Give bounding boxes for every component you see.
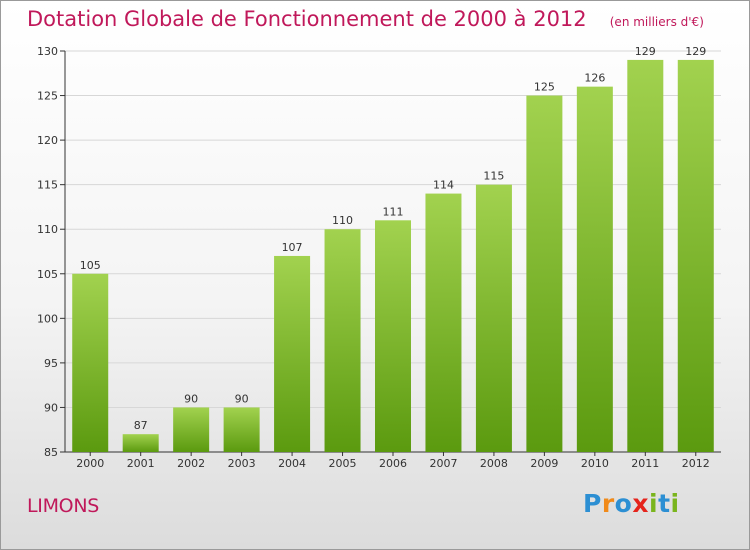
x-tick-label: 2010 bbox=[581, 457, 609, 470]
data-label: 129 bbox=[635, 45, 656, 58]
data-label: 87 bbox=[134, 419, 148, 432]
data-label: 107 bbox=[282, 241, 303, 254]
x-tick-label: 2008 bbox=[480, 457, 508, 470]
x-tick-label: 2000 bbox=[76, 457, 104, 470]
x-tick-label: 2001 bbox=[127, 457, 155, 470]
x-tick-label: 2011 bbox=[631, 457, 659, 470]
bar bbox=[324, 229, 361, 452]
bar bbox=[72, 273, 109, 452]
x-tick-label: 2007 bbox=[429, 457, 457, 470]
y-tick-label: 90 bbox=[44, 401, 58, 414]
data-label: 115 bbox=[483, 170, 504, 183]
y-tick-label: 105 bbox=[37, 268, 58, 281]
y-tick-label: 85 bbox=[44, 446, 58, 459]
data-label: 110 bbox=[332, 214, 353, 227]
bar bbox=[274, 255, 311, 452]
data-label: 111 bbox=[383, 205, 404, 218]
bar bbox=[375, 220, 411, 452]
data-label: 90 bbox=[184, 392, 198, 405]
data-label: 125 bbox=[534, 81, 555, 94]
bar bbox=[173, 407, 210, 452]
data-label: 129 bbox=[685, 45, 706, 58]
bar bbox=[223, 407, 260, 452]
chart-title-row: Dotation Globale de Fonctionnement de 20… bbox=[27, 7, 704, 31]
place-name: LIMONS bbox=[27, 495, 100, 517]
x-tick-label: 2003 bbox=[228, 457, 256, 470]
x-tick-label: 2012 bbox=[682, 457, 710, 470]
x-tick-label: 2002 bbox=[177, 457, 205, 470]
bar bbox=[627, 59, 664, 453]
bar bbox=[475, 184, 512, 452]
x-tick-label: 2006 bbox=[379, 457, 407, 470]
data-label: 114 bbox=[433, 179, 454, 192]
y-tick-label: 120 bbox=[37, 134, 58, 147]
chart-title: Dotation Globale de Fonctionnement de 20… bbox=[27, 7, 587, 31]
data-label: 126 bbox=[584, 72, 605, 85]
data-labels: 105 87 90 90 107 110 111 114 115 125 126 129 129 bbox=[80, 45, 707, 432]
chart-subtitle: (en milliers d'€) bbox=[609, 15, 704, 29]
bar bbox=[576, 86, 613, 453]
x-tick-label: 2005 bbox=[329, 457, 357, 470]
y-tick-label: 100 bbox=[37, 312, 58, 325]
y-tick-label: 95 bbox=[44, 357, 58, 370]
bar bbox=[526, 95, 563, 453]
x-tick-label: 2004 bbox=[278, 457, 306, 470]
y-tick-label: 125 bbox=[37, 90, 58, 103]
proxiti-logo: Proxiti bbox=[583, 489, 680, 518]
bar bbox=[425, 193, 462, 453]
bar bbox=[677, 59, 714, 453]
data-label: 90 bbox=[235, 392, 249, 405]
data-label: 105 bbox=[80, 259, 101, 272]
x-tick-label: 2009 bbox=[530, 457, 558, 470]
y-tick-label: 110 bbox=[37, 223, 58, 236]
bar bbox=[122, 434, 159, 452]
y-tick-label: 115 bbox=[37, 179, 58, 192]
x-tick-labels: 2000 2001 2002 2003 2004 2005 2006 2007 2008 2009… bbox=[76, 457, 710, 470]
y-tick-labels: 85 90 95 100 105 110 115 120 125 130 bbox=[37, 45, 58, 459]
y-tick-label: 130 bbox=[37, 45, 58, 58]
bars bbox=[72, 59, 714, 453]
